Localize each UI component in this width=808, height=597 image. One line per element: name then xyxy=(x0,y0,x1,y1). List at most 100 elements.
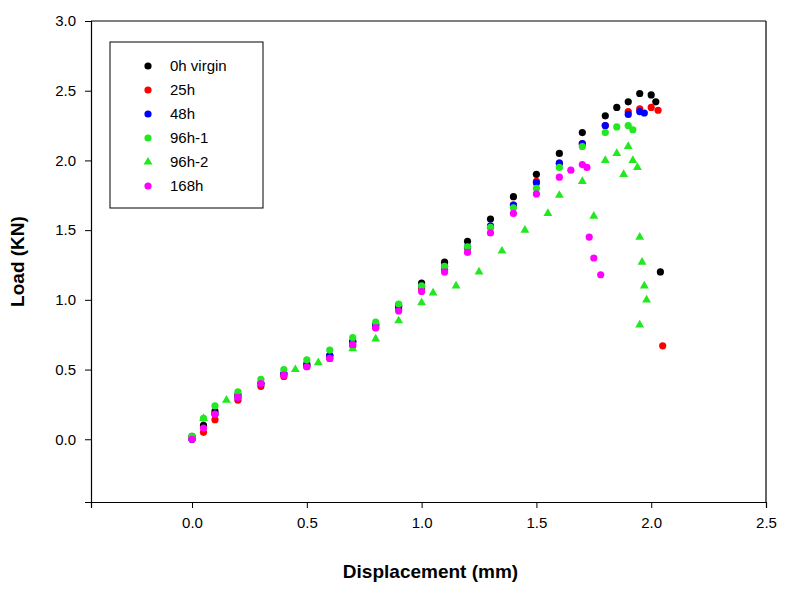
point xyxy=(222,395,231,403)
point xyxy=(291,364,300,372)
point xyxy=(257,380,264,387)
point xyxy=(578,176,587,184)
point xyxy=(441,268,448,275)
point xyxy=(395,300,402,307)
tick-label: 0.0 xyxy=(182,514,203,531)
point xyxy=(200,425,207,432)
legend-marker xyxy=(144,86,151,93)
tick-mark xyxy=(85,160,91,161)
tick-label: 0.5 xyxy=(297,514,318,531)
tick-label: 1.0 xyxy=(412,514,433,531)
point xyxy=(589,211,598,219)
point xyxy=(625,111,632,118)
point xyxy=(188,436,195,443)
tick-label: 2.0 xyxy=(641,514,662,531)
point xyxy=(641,109,648,116)
tick-mark xyxy=(766,502,767,508)
point xyxy=(326,355,333,362)
point xyxy=(314,357,323,365)
tick: 2.5 xyxy=(756,502,777,531)
tick-mark xyxy=(85,21,91,22)
point xyxy=(633,162,642,170)
point xyxy=(257,380,264,387)
legend-label: 0h virgin xyxy=(170,57,227,74)
point xyxy=(659,342,666,349)
legend-marker xyxy=(144,62,151,69)
point xyxy=(556,174,563,181)
point xyxy=(303,356,310,363)
point xyxy=(602,122,609,129)
tick: 1.0 xyxy=(55,291,91,308)
point xyxy=(597,271,604,278)
point xyxy=(510,193,517,200)
point xyxy=(326,346,333,353)
point xyxy=(464,249,471,256)
point xyxy=(579,143,586,150)
tick: 2.0 xyxy=(641,502,662,531)
point xyxy=(579,129,586,136)
point xyxy=(372,324,379,331)
x-axis-title: Displacement (mm) xyxy=(343,561,518,582)
tick: 0.0 xyxy=(182,502,203,531)
tick: 0.5 xyxy=(297,502,318,531)
point xyxy=(257,380,264,387)
point xyxy=(629,126,636,133)
tick-mark xyxy=(85,230,91,231)
legend-label: 25h xyxy=(170,81,195,98)
plot: 0.00.51.01.52.02.50.00.51.01.52.02.53.0 xyxy=(55,12,777,530)
legend-label: 168h xyxy=(170,177,203,194)
tick-label: 2.5 xyxy=(55,82,76,99)
point xyxy=(601,155,610,163)
point xyxy=(303,363,310,370)
point xyxy=(211,411,218,418)
point xyxy=(625,98,632,105)
series xyxy=(199,141,651,421)
tick: 2.5 xyxy=(55,82,91,99)
point xyxy=(556,150,563,157)
point xyxy=(567,167,574,174)
legend-marker xyxy=(144,110,151,117)
frame xyxy=(91,20,766,21)
legend-box xyxy=(110,42,263,208)
point xyxy=(211,402,218,409)
legend-label: 96h-2 xyxy=(170,153,208,170)
point xyxy=(395,307,402,314)
point xyxy=(635,320,644,328)
tick-label: 3.0 xyxy=(55,12,76,29)
point xyxy=(280,372,287,379)
legend-marker xyxy=(144,157,153,165)
point xyxy=(635,232,644,240)
tick-mark xyxy=(85,300,91,301)
point xyxy=(487,215,494,222)
point xyxy=(510,210,517,217)
point xyxy=(487,229,494,236)
point xyxy=(602,122,609,129)
point xyxy=(452,281,461,289)
tick-label: 1.5 xyxy=(55,221,76,238)
point xyxy=(613,104,620,111)
chart: 0.00.51.01.52.02.50.00.51.01.52.02.53.0D… xyxy=(0,0,808,597)
point xyxy=(583,164,590,171)
point xyxy=(586,234,593,241)
point xyxy=(326,355,333,362)
axis-line xyxy=(85,22,92,503)
point xyxy=(520,225,529,233)
point xyxy=(636,90,643,97)
point xyxy=(657,268,664,275)
point xyxy=(602,112,609,119)
tick-mark xyxy=(85,439,91,440)
tick-mark xyxy=(85,91,91,92)
point xyxy=(624,141,633,149)
tick-label: 0.5 xyxy=(55,361,76,378)
legend-label: 96h-1 xyxy=(170,129,208,146)
x-axis: 0.0 0.5 1.0 1.5 2.0 2.5 xyxy=(92,502,777,531)
tick: 3.0 xyxy=(55,12,91,29)
y-axis: 0.00.51.01.52.02.53.0 xyxy=(55,12,91,502)
tick: 1.5 xyxy=(526,502,547,531)
point xyxy=(590,254,597,261)
tick-mark xyxy=(422,502,423,508)
tick-label: 1.0 xyxy=(55,291,76,308)
point xyxy=(303,363,310,370)
tick: 0.0 xyxy=(55,431,91,448)
point xyxy=(188,436,195,443)
